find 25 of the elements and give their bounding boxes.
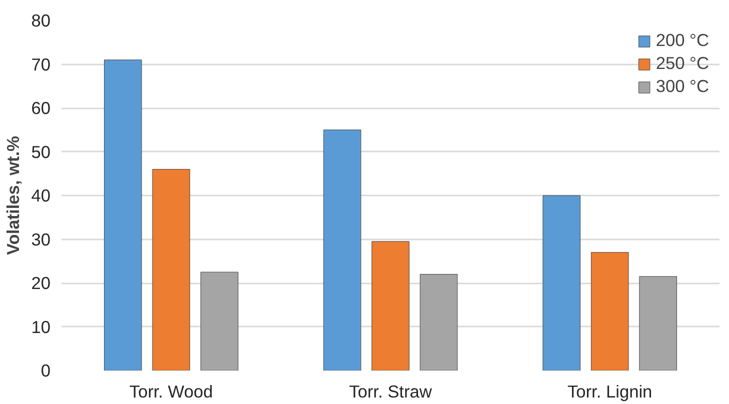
y-tick-label: 30 [31,229,51,250]
bar [542,195,580,370]
y-tick-label: 50 [31,142,51,162]
y-tick-label: 70 [31,54,51,74]
bar [372,241,410,370]
bar [104,60,142,370]
bar [639,276,677,370]
legend-label: 300 °C [656,76,709,97]
y-tick-label: 10 [31,316,51,337]
x-tick-label: Torr. Lignin [567,382,652,402]
bar [200,272,238,370]
bar [323,130,362,370]
y-tick-label: 80 [31,10,51,30]
bar [152,169,190,370]
y-tick-label: 60 [31,98,51,118]
bar [420,274,458,370]
y-tick-label: 40 [31,186,51,206]
bar [590,252,629,370]
x-tick-label: Torr. Straw [349,382,432,402]
legend-label: 200 °C [656,30,709,51]
legend-label: 250 °C [656,53,709,74]
x-tick-label: Torr. Wood [129,382,213,402]
y-tick-label: 20 [31,273,51,293]
y-axis-title: Volatiles, wt.% [3,136,24,256]
y-tick-label: 0 [40,360,51,380]
